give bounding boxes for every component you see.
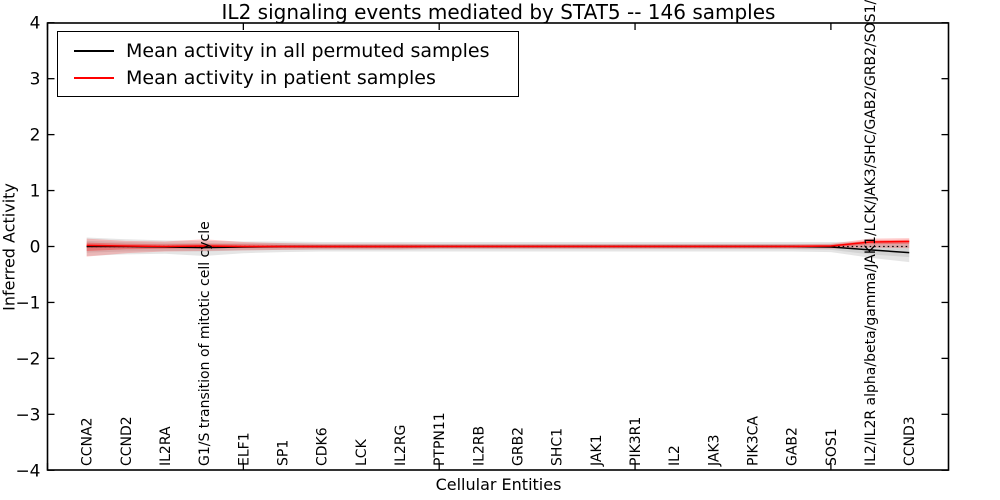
- y-tick-label: −4: [15, 461, 40, 481]
- y-tick-label: 4: [30, 14, 41, 34]
- category-label: ELF1: [236, 432, 252, 466]
- y-tick-label: 3: [30, 70, 41, 90]
- y-tick-label: −3: [15, 405, 40, 425]
- legend-label-patient: Mean activity in patient samples: [126, 66, 436, 89]
- category-label: SP1: [276, 440, 292, 466]
- y-tick-label: −2: [15, 349, 40, 369]
- category-label: IL2RB: [471, 426, 487, 466]
- category-label: G1/S transition of mitotic cell cycle: [197, 221, 213, 466]
- category-label: IL2: [667, 445, 683, 466]
- category-label: GRB2: [511, 427, 527, 466]
- band-patient-spread: [86, 238, 910, 257]
- category-label: PIK3R1: [628, 417, 644, 466]
- y-tick-label: −1: [15, 293, 40, 313]
- category-label: GAB2: [785, 427, 801, 466]
- legend-item-patient: Mean activity in patient samples: [74, 67, 510, 89]
- category-label: SOS1: [824, 428, 840, 466]
- category-label: PTPN11: [432, 412, 448, 466]
- y-tick-label: 2: [30, 126, 41, 146]
- band-permuted-spread: [86, 237, 910, 263]
- x-axis-label: Cellular Entities: [435, 475, 562, 494]
- category-label: LCK: [354, 438, 370, 466]
- category-label: SHC1: [550, 428, 566, 466]
- legend: Mean activity in all permuted samples Me…: [57, 31, 519, 97]
- category-label: IL2RA: [158, 426, 174, 466]
- category-label: CCND3: [902, 416, 918, 466]
- legend-line-sample-patient: [74, 76, 114, 79]
- band-permuted-spread-inner: [86, 240, 910, 258]
- category-label: IL2/IL2R alpha/beta/gamma/JAK1/LCK/JAK3/…: [863, 0, 879, 466]
- category-label: JAK1: [589, 434, 605, 467]
- chart-title: IL2 signaling events mediated by STAT5 -…: [221, 0, 776, 24]
- y-tick-label: 1: [30, 182, 41, 202]
- legend-line-sample-permuted: [74, 49, 114, 52]
- category-label: CCND2: [119, 416, 135, 466]
- category-label: JAK3: [706, 434, 722, 467]
- category-label: IL2RG: [393, 425, 409, 466]
- band-patient-spread-inner: [86, 239, 910, 251]
- category-label: PIK3CA: [746, 416, 762, 466]
- category-label: CCNA2: [80, 417, 96, 466]
- series-line-patient-mean: [86, 240, 910, 248]
- category-label: CDK6: [315, 427, 331, 466]
- y-axis-label: Inferred Activity: [0, 183, 19, 311]
- legend-item-permuted: Mean activity in all permuted samples: [74, 40, 510, 62]
- y-tick-label: 0: [30, 238, 41, 258]
- legend-label-permuted: Mean activity in all permuted samples: [126, 39, 490, 62]
